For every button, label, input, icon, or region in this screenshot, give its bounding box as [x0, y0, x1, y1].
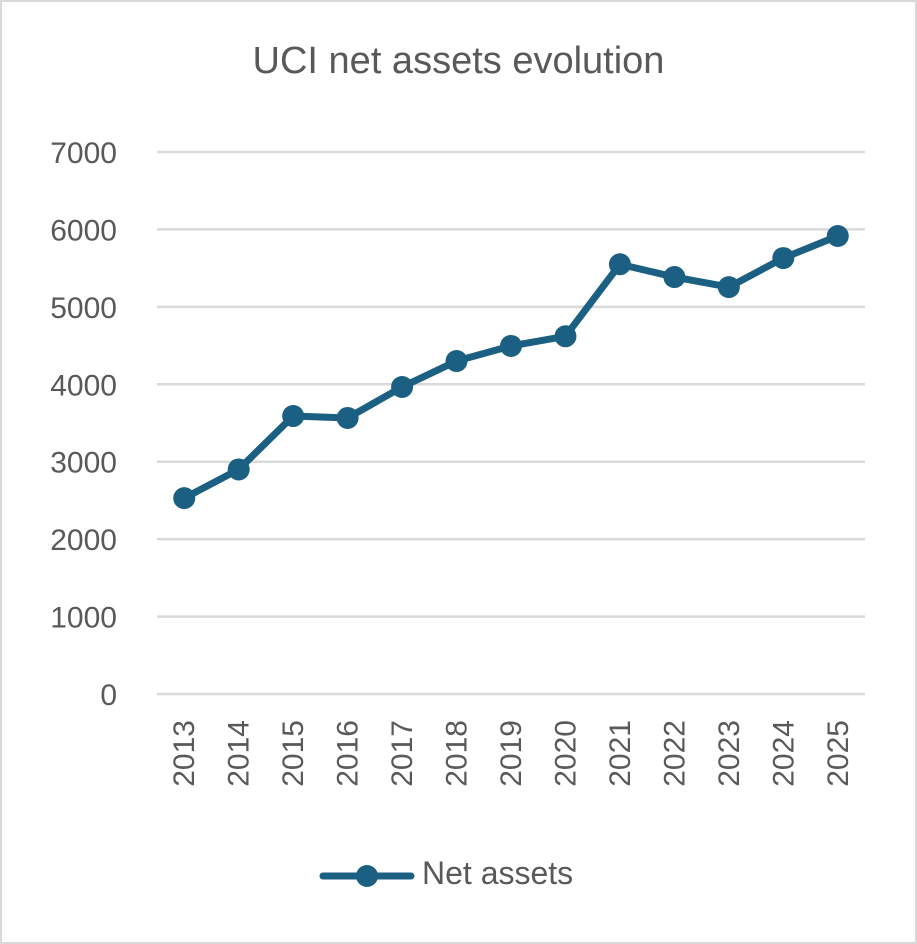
- x-tick-label: 2025: [822, 720, 855, 787]
- data-point-marker: [500, 334, 522, 357]
- x-tick-label: 2024: [767, 720, 800, 787]
- data-point-marker: [282, 405, 305, 428]
- data-point-marker: [663, 266, 686, 289]
- data-point-marker: [554, 325, 577, 348]
- series-line: [180, 232, 842, 502]
- x-tick-label: 2022: [658, 720, 691, 787]
- data-point-marker: [227, 458, 250, 481]
- y-tick-label: 1000: [50, 602, 117, 635]
- x-tick-label: 2020: [549, 720, 582, 787]
- legend: [319, 865, 415, 887]
- data-point-marker: [717, 276, 740, 299]
- x-tick-label: 2016: [332, 720, 365, 787]
- x-axis-ticks: 2013 2014 2015 2016 2017 2018 2019 2020 2021 2022…: [168, 720, 855, 787]
- y-tick-label: 4000: [50, 369, 117, 402]
- data-point-marker: [336, 406, 359, 429]
- x-tick-label: 2019: [495, 720, 528, 787]
- y-axis-ticks: 0 1000 2000 3000 4000 5000 6000 7000: [50, 137, 117, 712]
- y-tick-label: 3000: [50, 447, 117, 480]
- chart-title: UCI net assets evolution: [252, 40, 665, 82]
- gridlines: [157, 150, 865, 696]
- data-point-marker: [826, 225, 849, 248]
- data-point-marker: [391, 375, 414, 398]
- y-tick-label: 6000: [50, 214, 117, 247]
- legend-label-net-assets: Net assets: [422, 855, 574, 891]
- x-tick-label: 2014: [223, 720, 256, 787]
- series-net-assets: [173, 225, 849, 510]
- x-tick-label: 2023: [713, 720, 746, 787]
- y-tick-label: 0: [100, 679, 117, 712]
- y-tick-label: 7000: [50, 137, 117, 170]
- data-point-marker: [608, 253, 631, 276]
- x-tick-label: 2018: [441, 720, 474, 787]
- y-tick-label: 2000: [50, 524, 117, 557]
- data-point-marker: [173, 487, 196, 510]
- x-tick-label: 2015: [277, 720, 310, 787]
- x-tick-label: 2017: [386, 720, 419, 787]
- data-point-marker: [772, 247, 795, 270]
- x-tick-label: 2021: [604, 720, 637, 787]
- legend-marker-icon: [356, 865, 378, 887]
- x-tick-label: 2013: [168, 720, 201, 787]
- y-tick-label: 5000: [50, 292, 117, 325]
- data-point-marker: [445, 350, 468, 373]
